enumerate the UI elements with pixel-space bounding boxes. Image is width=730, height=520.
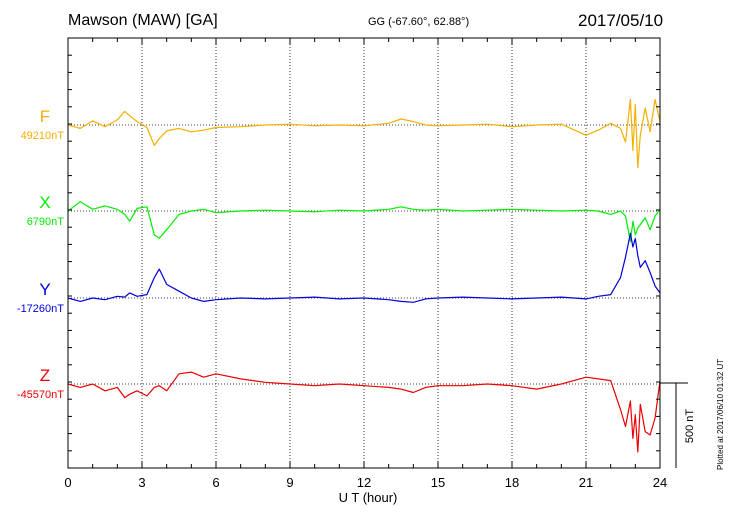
scale-bar-label: 500 nT <box>684 409 696 444</box>
component-letter-x: X <box>39 193 51 212</box>
component-letter-z: Z <box>39 366 51 385</box>
x-tick-label-12: 12 <box>357 475 371 490</box>
trace-x <box>67 201 661 243</box>
baseline-value-z: -45570nT <box>16 389 64 401</box>
vertical-grid-lines <box>141 38 587 468</box>
x-tick-label-18: 18 <box>505 475 519 490</box>
date-label: 2017/05/10 <box>578 11 664 30</box>
axis-ticks <box>67 37 661 469</box>
trace-z <box>67 371 661 453</box>
trace-y <box>67 232 661 303</box>
x-tick-label-15: 15 <box>431 475 445 490</box>
scale-bar: 500 nT <box>660 382 696 468</box>
plotted-timestamp: Plotted at 2017/06/10 01:32 UT <box>716 358 725 470</box>
component-letter-y: Y <box>39 280 51 299</box>
plot-frame <box>67 37 661 469</box>
series-traces <box>67 98 661 453</box>
baseline-value-y: -17260nT <box>16 303 64 315</box>
x-axis-label: U T (hour) <box>339 490 398 505</box>
x-tick-label-9: 9 <box>286 475 293 490</box>
component-letter-f: F <box>39 107 51 126</box>
geographic-coords: GG (-67.60°, 62.88°) <box>368 16 470 28</box>
x-tick-label-24: 24 <box>653 475 667 490</box>
x-tick-label-6: 6 <box>212 475 219 490</box>
x-tick-labels: 0 3 6 9 12 15 18 21 24 <box>64 475 667 490</box>
x-tick-label-3: 3 <box>138 475 145 490</box>
x-tick-label-21: 21 <box>579 475 593 490</box>
trace-f <box>67 98 661 169</box>
baseline-value-f: 49210nT <box>20 130 64 142</box>
x-tick-label-0: 0 <box>64 475 71 490</box>
station-title: Mawson (MAW) [GA] <box>68 12 218 29</box>
baseline-value-x: 6790nT <box>26 216 64 228</box>
